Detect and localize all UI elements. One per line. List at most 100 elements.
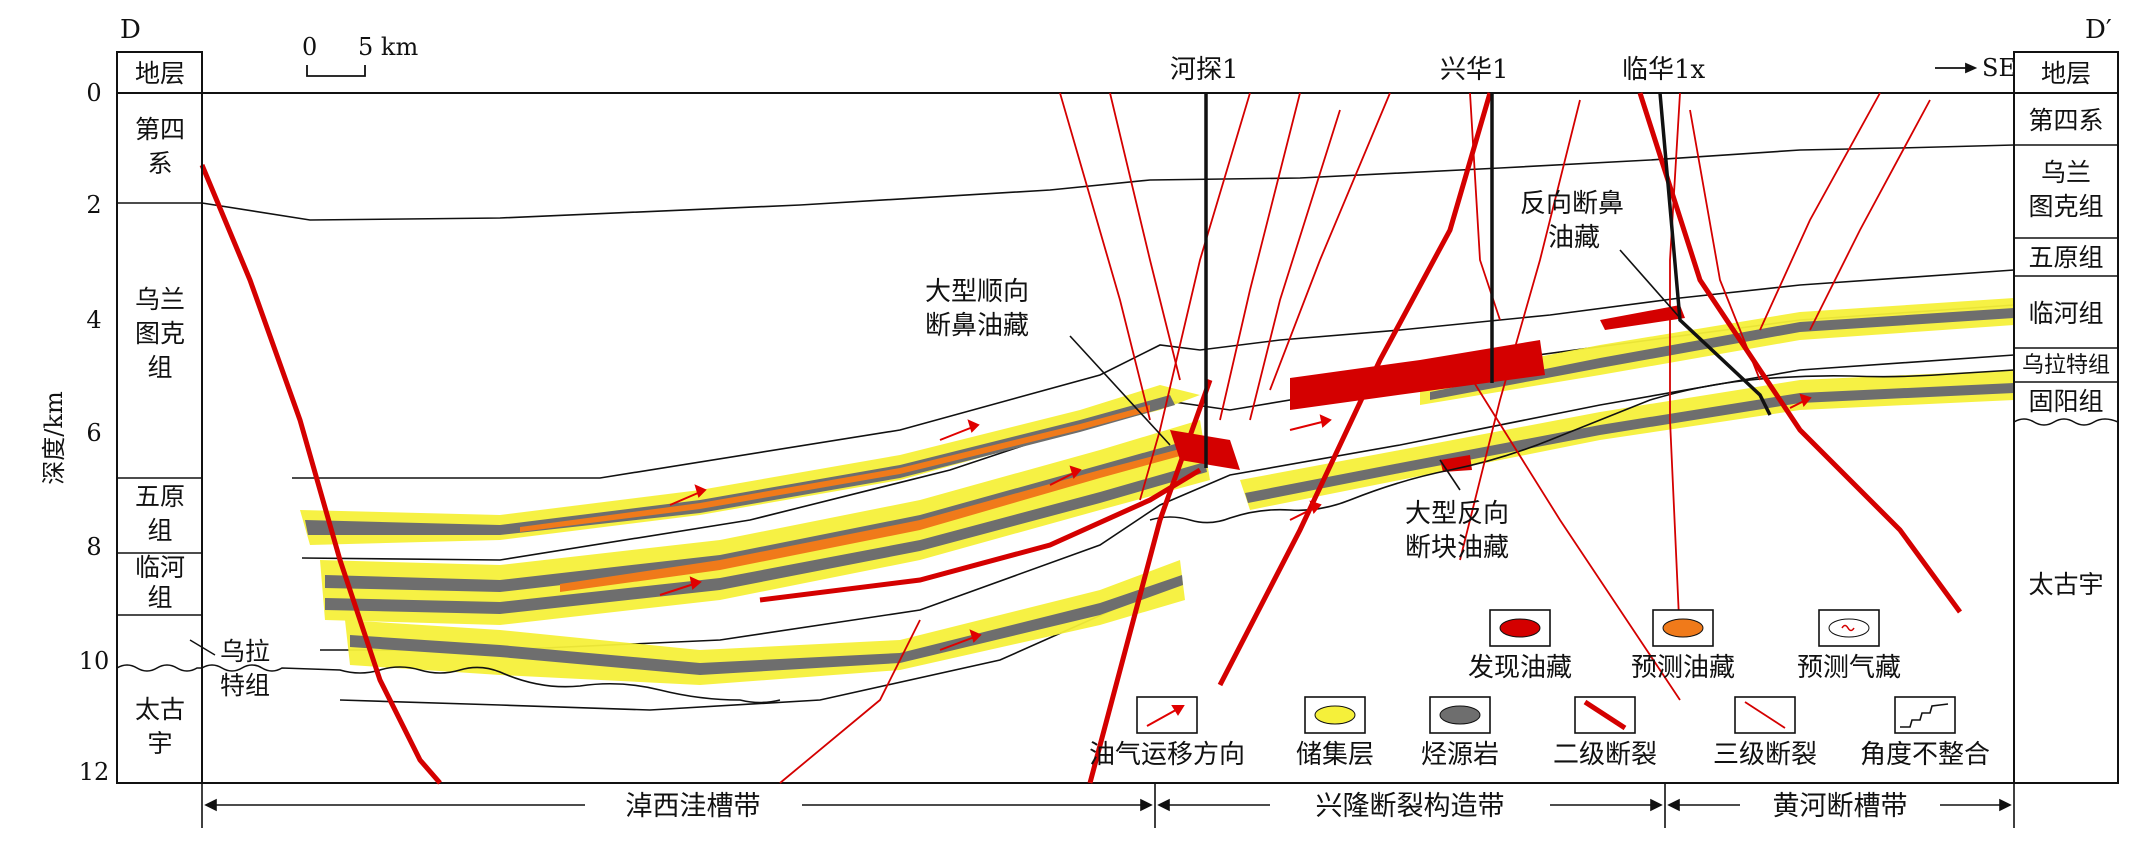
left-unit-quaternary: 第四 bbox=[135, 115, 185, 144]
migration-arrow-head bbox=[1309, 500, 1322, 515]
left-unit-linhe: 临河 bbox=[135, 553, 185, 582]
left-unit-quaternary: 系 bbox=[147, 149, 172, 178]
annotation-fanxiang-nose-line1: 反向断鼻 bbox=[1520, 189, 1624, 219]
left-column-title: 地层 bbox=[135, 59, 185, 88]
depth-tick: 12 bbox=[79, 758, 110, 786]
legend-item-discovered-oil: 发现油藏 bbox=[1468, 609, 1572, 683]
annotation-shunxiang-line2: 断鼻油藏 bbox=[925, 311, 1029, 341]
migration-arrow-icon bbox=[1136, 696, 1198, 734]
left-strata-column: 地层 第四 系 乌兰 图克 组 五原 组 临河 组 乌拉 特组 太古 宇 bbox=[116, 51, 270, 784]
right-unit-wuyuan: 五原组 bbox=[2028, 243, 2103, 272]
migration-arrow-head bbox=[1799, 393, 1812, 408]
right-unit-archean: 太古宇 bbox=[2028, 570, 2103, 599]
depth-tick: 2 bbox=[86, 191, 101, 219]
direction-arrow-icon bbox=[1935, 62, 1978, 74]
well-label-linhua1x: 临华1x bbox=[1622, 55, 1706, 85]
legend-item-migration: 油气运移方向 bbox=[1089, 696, 1245, 770]
stratigraphy bbox=[199, 92, 2015, 785]
annotation-shunxiang-line1: 大型顺向 bbox=[925, 277, 1029, 307]
secondary-fault-xinghua bbox=[1217, 92, 1493, 687]
legend-item-unconformity: 角度不整合 bbox=[1860, 696, 1990, 770]
section-end-label: D′ bbox=[2085, 15, 2112, 45]
tertiary-fault-13 bbox=[1459, 359, 1681, 701]
zone-arrow-right bbox=[1667, 798, 2012, 812]
scale-zero: 0 bbox=[302, 33, 317, 61]
left-unit-archean: 宇 bbox=[147, 729, 172, 758]
tertiary-fault-2 bbox=[1109, 92, 1181, 381]
migration-arrow-head bbox=[1319, 414, 1332, 428]
zone-label-xinglong: 兴隆断裂构造带 bbox=[1316, 791, 1505, 822]
section-start-label: D bbox=[120, 15, 141, 45]
horizon-quaternary-base bbox=[201, 144, 2015, 221]
legend-item-reservoir: 储集层 bbox=[1296, 696, 1374, 770]
leader-fanxiang-block bbox=[1439, 459, 1461, 491]
depth-axis-label: 深度/km bbox=[40, 391, 68, 485]
annotation-fanxiang-block-line2: 断块油藏 bbox=[1405, 533, 1509, 563]
tertiary-fault-4 bbox=[1219, 92, 1301, 421]
zone-label-naoxi: 淖西洼槽带 bbox=[626, 791, 761, 822]
legend-item-predicted-gas: 预测气藏 bbox=[1797, 609, 1901, 683]
discovered-oil-xinghua bbox=[1290, 340, 1545, 410]
tertiary-fault-11 bbox=[1759, 92, 1881, 331]
source-rock-swatch bbox=[1439, 705, 1481, 725]
well-linhua1x-trace bbox=[1658, 92, 1772, 416]
legend-item-secondary-fault: 二级断裂 bbox=[1553, 696, 1657, 770]
leader-shunxiang bbox=[1069, 335, 1171, 446]
left-unit-wulantuke: 乌兰 bbox=[135, 285, 185, 314]
migration-arrow-head bbox=[969, 629, 982, 643]
migration-arrow-swatch bbox=[1146, 705, 1185, 727]
unconformity-line bbox=[201, 369, 2015, 704]
legend-label: 角度不整合 bbox=[1860, 740, 1990, 770]
legend-label: 烃源岩 bbox=[1421, 740, 1499, 770]
left-column-unconformity bbox=[116, 664, 202, 672]
scale-bar: 0 5 km bbox=[302, 33, 418, 77]
secondary-fault-swatch bbox=[1583, 699, 1627, 731]
annotation-fanxiang-block-line1: 大型反向 bbox=[1405, 499, 1509, 529]
left-unit-archean: 太古 bbox=[135, 695, 185, 724]
source-band-right bbox=[1430, 308, 2014, 400]
zone-arrow-middle bbox=[1157, 798, 1663, 812]
legend-label: 油气运移方向 bbox=[1089, 740, 1245, 770]
right-unit-linhe: 临河组 bbox=[2028, 299, 2103, 328]
depth-tick: 0 bbox=[86, 79, 101, 107]
migration-arrow-head bbox=[1069, 465, 1082, 480]
well-label-hetan1: 河探1 bbox=[1170, 55, 1239, 85]
legend-item-predicted-oil: 预测油藏 bbox=[1631, 609, 1735, 683]
tertiary-fault-9 bbox=[1669, 92, 1681, 641]
secondary-fault-hetan bbox=[759, 467, 1202, 603]
predicted-oil-band-upper bbox=[520, 405, 1150, 532]
zone-label-huanghe: 黄河断槽带 bbox=[1773, 791, 1908, 822]
tertiary-fault-5 bbox=[1249, 109, 1341, 421]
leader-fanxiang-nose bbox=[1619, 249, 1681, 319]
legend-label: 二级断裂 bbox=[1553, 740, 1657, 770]
right-unit-quaternary: 第四系 bbox=[2028, 106, 2103, 135]
left-unit-wulate: 特组 bbox=[220, 671, 270, 700]
left-unit-linhe: 组 bbox=[147, 583, 172, 612]
direction-label: SE bbox=[1982, 54, 2016, 82]
predicted-gas-swatch bbox=[1828, 618, 1870, 638]
annotation-fanxiang-nose-line2: 油藏 bbox=[1548, 223, 1600, 253]
structural-zone-bar: 淖西洼槽带 兴隆断裂构造带 黄河断槽带 bbox=[201, 783, 2015, 828]
tertiary-fault-7 bbox=[1469, 92, 1501, 321]
migration-arrow-head bbox=[689, 576, 702, 590]
left-unit-wulantuke: 组 bbox=[147, 353, 172, 382]
horizon-deep-trough bbox=[339, 579, 1181, 711]
tertiary-fault-12 bbox=[1809, 99, 1931, 331]
secondary-fault-west bbox=[199, 164, 442, 785]
right-unit-wulate: 乌拉特组 bbox=[2022, 353, 2110, 378]
tertiary-fault-14 bbox=[779, 619, 921, 784]
migration-arrow-head bbox=[694, 484, 707, 498]
depth-tick: 4 bbox=[86, 306, 101, 334]
secondary-fault-linhua bbox=[1637, 92, 1963, 614]
secondary-fault-mid bbox=[1087, 379, 1213, 784]
right-unit-wulantuke: 图克组 bbox=[2028, 192, 2103, 221]
horizon-wulantuke-base bbox=[292, 269, 2015, 479]
source-band-lower bbox=[350, 575, 1183, 675]
tertiary-fault-swatch bbox=[1744, 701, 1786, 729]
unconformity-swatch bbox=[1900, 703, 1949, 728]
scale-bar-line bbox=[306, 65, 366, 77]
tertiary-fault-6 bbox=[1269, 92, 1391, 391]
legend-label: 储集层 bbox=[1296, 740, 1374, 770]
tertiary-fault-3 bbox=[1139, 92, 1251, 501]
right-unit-wulantuke: 乌兰 bbox=[2041, 158, 2091, 187]
